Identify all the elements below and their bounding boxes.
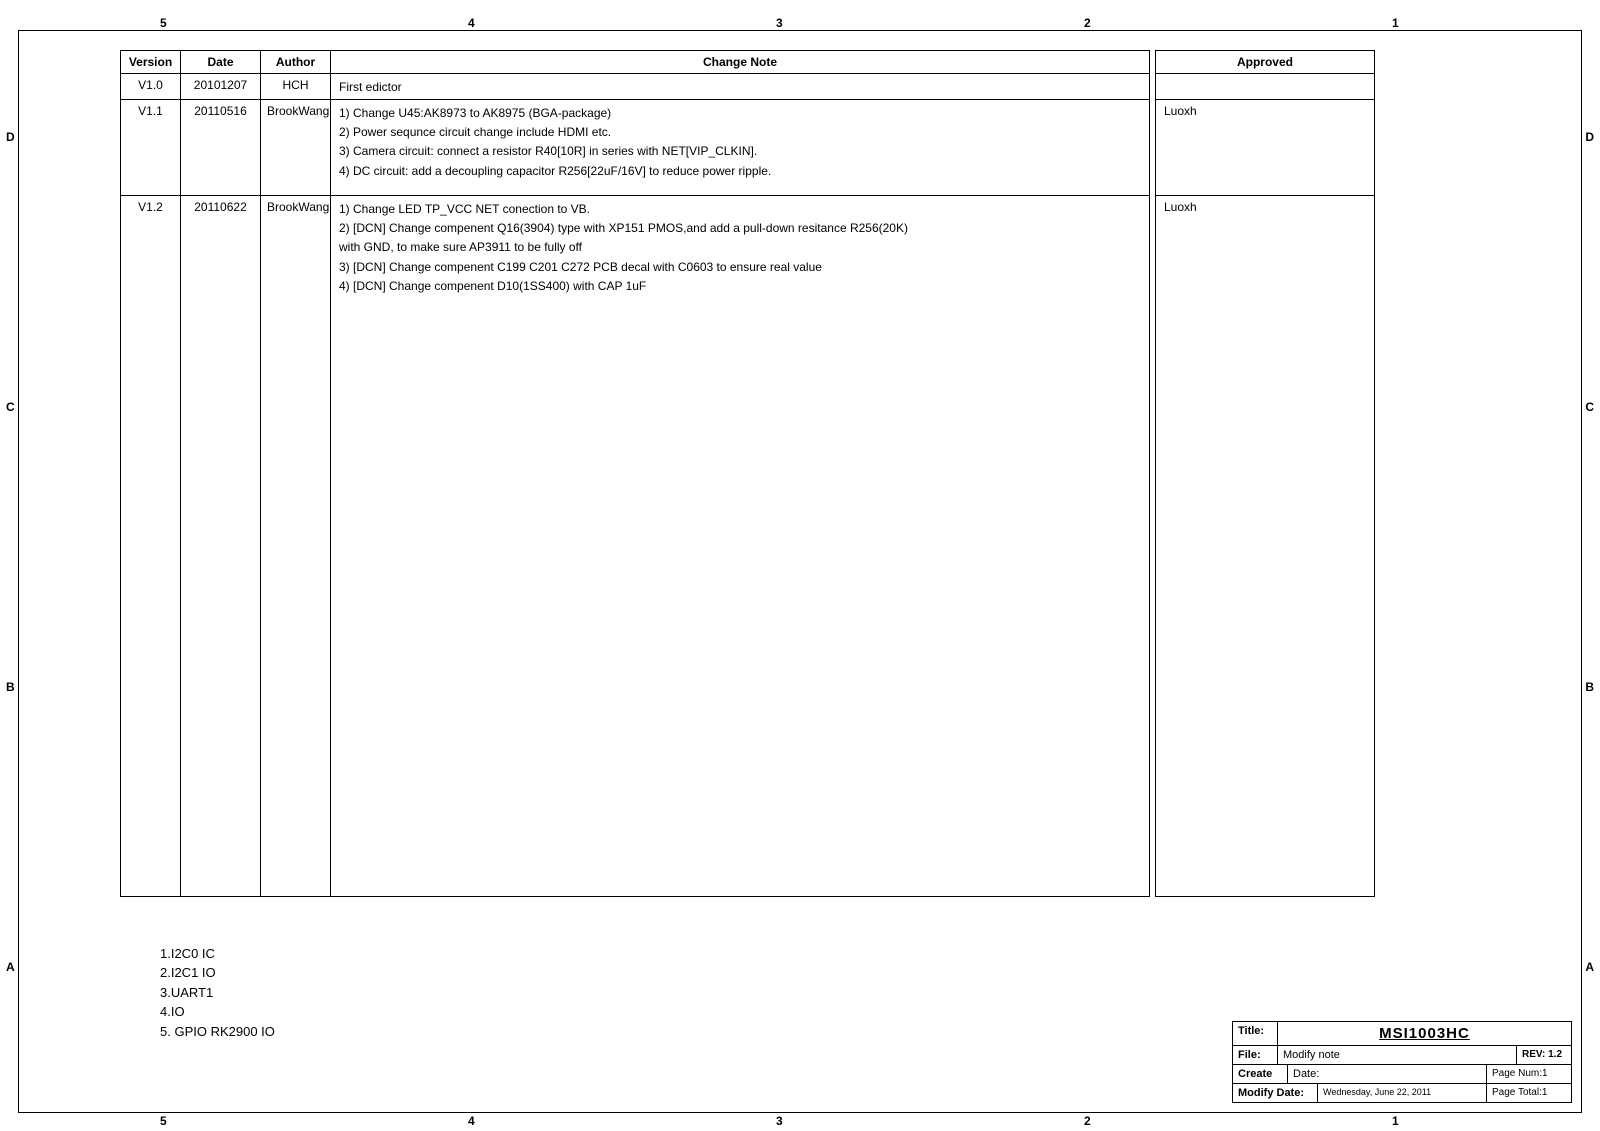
table-row: V1.1 20110516 BrookWang 1) Change U45:AK… (121, 100, 1149, 196)
notes-list: 1.I2C0 IC 2.I2C1 IO 3.UART1 4.IO 5. GPIO… (160, 944, 275, 1042)
col-version: Version (121, 51, 181, 73)
title-block: Title: MSI1003HC File: Modify note REV: … (1232, 1021, 1572, 1103)
zone-right-d: D (1585, 130, 1594, 144)
table-header-row: Version Date Author Change Note (121, 51, 1149, 74)
cell-version: V1.1 (121, 100, 181, 195)
zone-bot-1: 1 (1392, 1114, 1399, 1128)
cell-change-note: 1) Change U45:AK8973 to AK8975 (BGA-pack… (331, 100, 1149, 195)
title-label: Title: (1233, 1022, 1278, 1045)
zone-top-1: 1 (1392, 16, 1399, 30)
zone-top-2: 2 (1084, 16, 1091, 30)
change-note-table: Version Date Author Change Note V1.0 201… (120, 50, 1150, 897)
modify-label: Modify Date: (1233, 1084, 1318, 1102)
cell-change-note: First edictor (331, 74, 1149, 99)
cell-author: BrookWang (261, 100, 331, 195)
file-value: Modify note (1278, 1046, 1516, 1064)
zone-right-a: A (1585, 960, 1594, 974)
cell-change-note: 1) Change LED TP_VCC NET conection to VB… (331, 196, 1149, 896)
note-item: 3.UART1 (160, 983, 275, 1003)
zone-right-b: B (1585, 680, 1594, 694)
zone-top-4: 4 (468, 16, 475, 30)
zone-left-a: A (6, 960, 15, 974)
approved-cell (1156, 74, 1374, 100)
cell-date: 20110622 (181, 196, 261, 896)
table-row: V1.2 20110622 BrookWang 1) Change LED TP… (121, 196, 1149, 896)
col-author: Author (261, 51, 331, 73)
zone-top-5: 5 (160, 16, 167, 30)
col-date: Date (181, 51, 261, 73)
zone-left-c: C (6, 400, 15, 414)
rev-cell: REV: 1.2 (1516, 1046, 1571, 1064)
modify-value: Wednesday, June 22, 2011 (1318, 1084, 1486, 1102)
note-item: 5. GPIO RK2900 IO (160, 1022, 275, 1042)
approved-cell: Luoxh (1156, 196, 1374, 896)
zone-top-3: 3 (776, 16, 783, 30)
zone-bot-5: 5 (160, 1114, 167, 1128)
cell-date: 20110516 (181, 100, 261, 195)
zone-right-c: C (1585, 400, 1594, 414)
cell-author: BrookWang (261, 196, 331, 896)
zone-left-b: B (6, 680, 15, 694)
cell-date: 20101207 (181, 74, 261, 99)
cell-version: V1.2 (121, 196, 181, 896)
cell-version: V1.0 (121, 74, 181, 99)
page-total: Page Total:1 (1486, 1084, 1571, 1102)
approved-table: Approved Luoxh Luoxh (1155, 50, 1375, 897)
approved-cell: Luoxh (1156, 100, 1374, 196)
create-value: Date: (1288, 1065, 1486, 1083)
title-value: MSI1003HC (1278, 1022, 1571, 1045)
table-row: V1.0 20101207 HCH First edictor (121, 74, 1149, 100)
zone-bot-3: 3 (776, 1114, 783, 1128)
note-item: 1.I2C0 IC (160, 944, 275, 964)
zone-bot-4: 4 (468, 1114, 475, 1128)
approved-header: Approved (1156, 51, 1374, 74)
col-change-note: Change Note (331, 51, 1149, 73)
page-num: Page Num:1 (1486, 1065, 1571, 1083)
note-item: 4.IO (160, 1002, 275, 1022)
create-label: Create (1233, 1065, 1288, 1083)
zone-left-d: D (6, 130, 15, 144)
note-item: 2.I2C1 IO (160, 963, 275, 983)
file-label: File: (1233, 1046, 1278, 1064)
cell-author: HCH (261, 74, 331, 99)
zone-bot-2: 2 (1084, 1114, 1091, 1128)
